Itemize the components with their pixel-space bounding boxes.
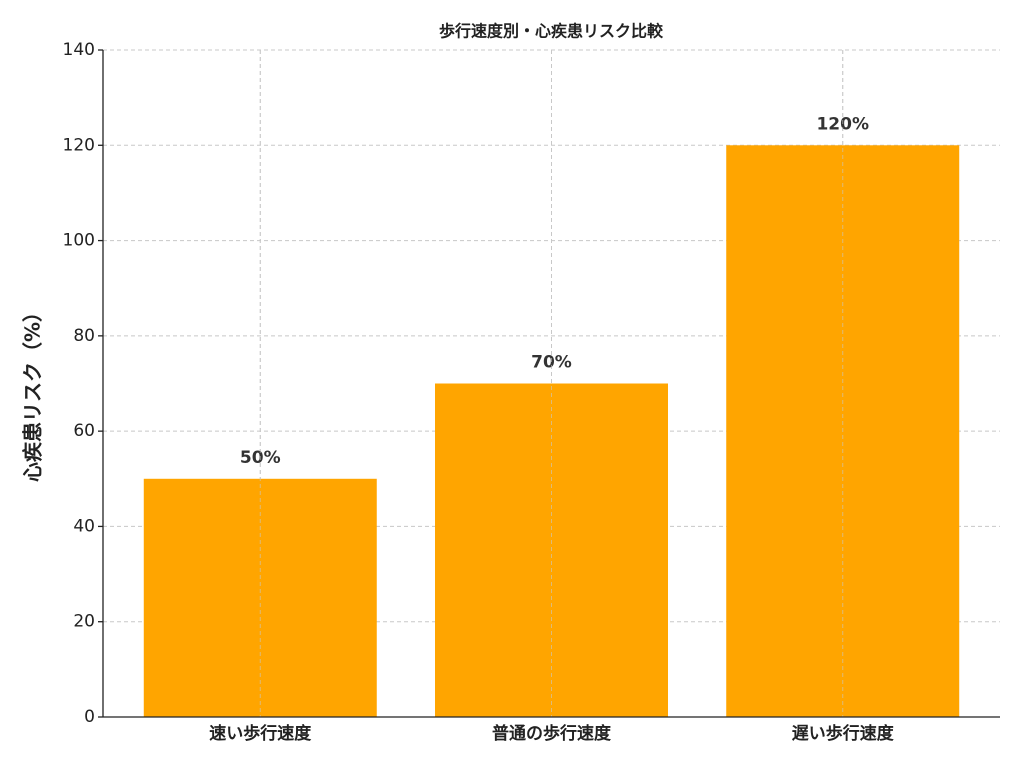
value-label: 120% — [816, 114, 869, 134]
y-tick-label: 120 — [63, 135, 95, 155]
value-label: 70% — [531, 353, 572, 373]
chart-title: 歩行速度別・心疾患リスク比較 — [439, 22, 664, 41]
y-tick-label: 0 — [84, 707, 95, 727]
y-tick-label: 100 — [63, 231, 95, 251]
y-tick-label: 140 — [63, 40, 95, 60]
y-tick-label: 20 — [73, 612, 95, 632]
y-tick-label: 60 — [73, 421, 95, 441]
y-tick-label: 40 — [73, 516, 95, 536]
y-axis-label: 心疾患リスク（%） — [21, 302, 45, 482]
x-tick-label: 普通の歩行速度 — [492, 723, 612, 744]
y-tick-label: 80 — [73, 326, 95, 346]
x-tick-label: 遅い歩行速度 — [792, 723, 895, 744]
x-tick-label: 速い歩行速度 — [209, 723, 312, 744]
